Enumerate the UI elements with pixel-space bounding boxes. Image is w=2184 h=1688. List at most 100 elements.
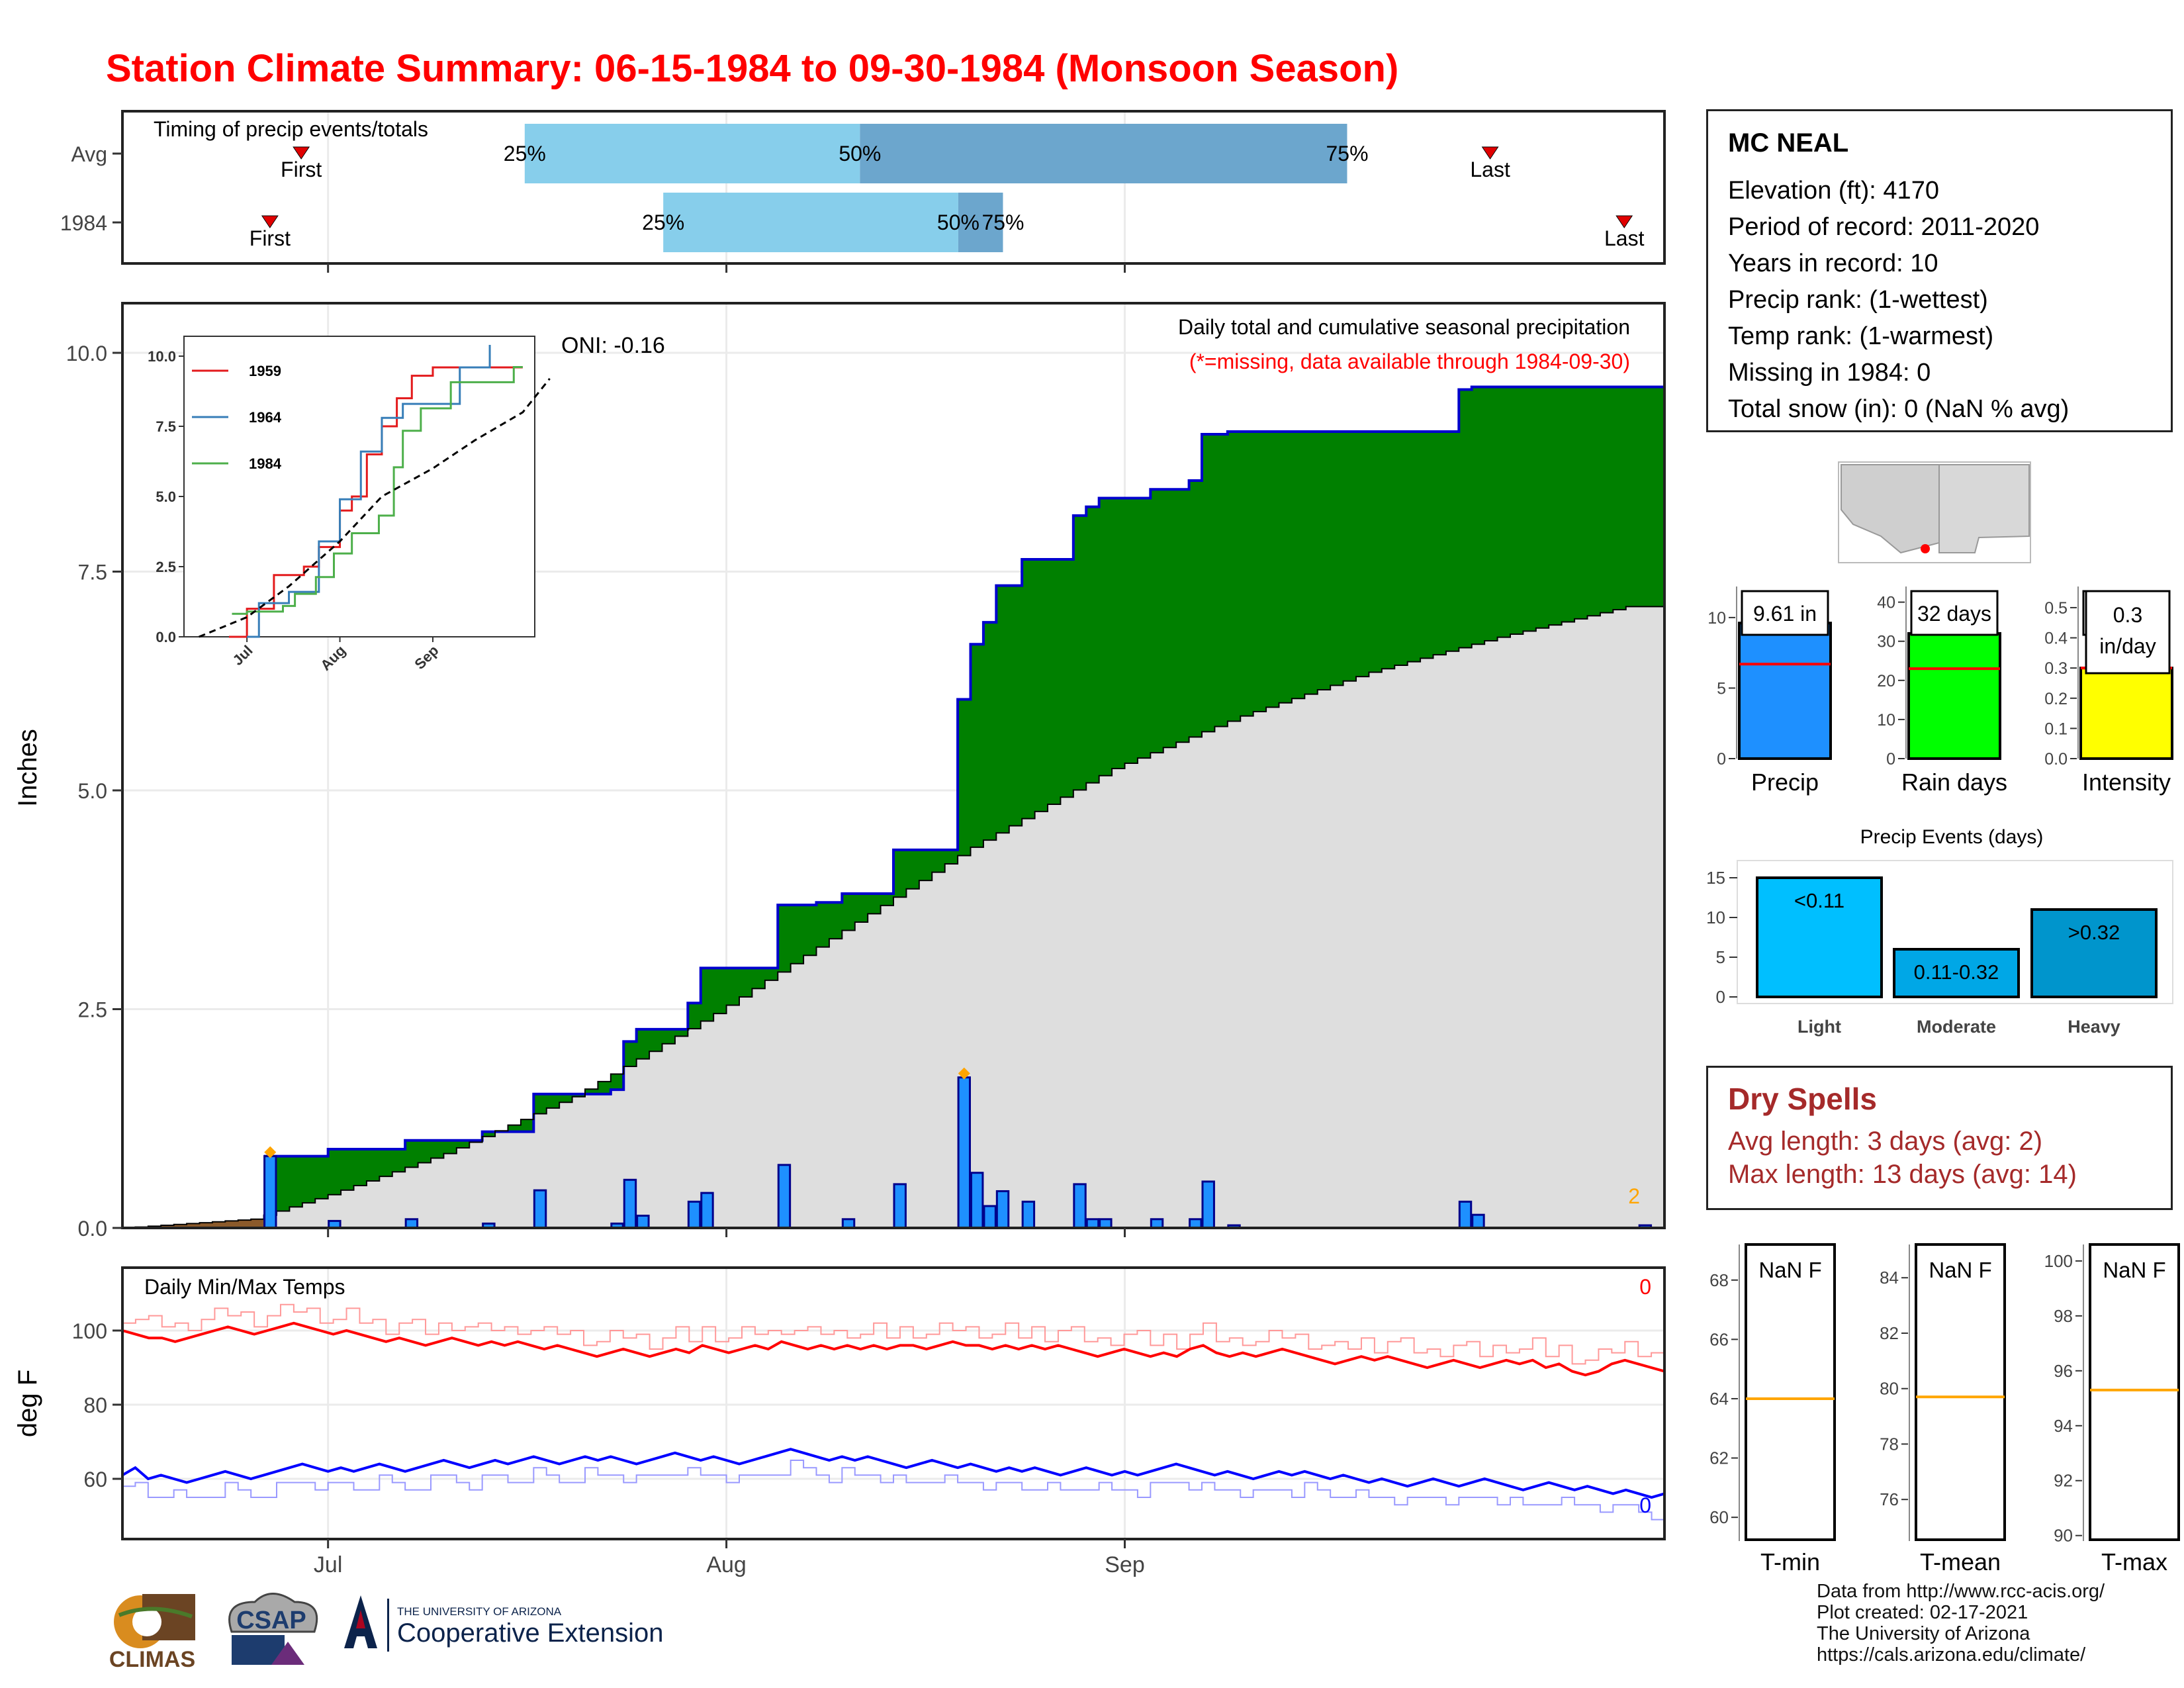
first-label: First (281, 158, 322, 181)
events-y-tick: 5 (1716, 947, 1725, 967)
timing-row-label: 1984 (60, 211, 107, 235)
daily-precip-bar (777, 1164, 792, 1229)
missing-data-marker (958, 1067, 970, 1080)
mini-bar-y-tick: 40 (1877, 594, 1895, 612)
daily-precip-bar (623, 1178, 637, 1229)
credit-university: The University of Arizona (1817, 1623, 2030, 1644)
events-category-label: Light (1797, 1017, 1841, 1037)
daily-precip-bar (687, 1200, 702, 1229)
surplus-area (263, 387, 1665, 1215)
daily-precip-bar (482, 1222, 496, 1229)
mini-bar-y-tick: 0.5 (2044, 599, 2068, 618)
temp-box-y-tick: 96 (2054, 1361, 2073, 1381)
station-location-dot (1921, 544, 1930, 553)
timing-title: Timing of precip events/totals (154, 117, 428, 141)
inset-series-1959 (228, 366, 523, 638)
dry-avg-length: Avg length: 3 days (avg: 2) (1728, 1127, 2043, 1156)
temp-box-frame (1915, 1243, 2006, 1541)
temp-box-value: NaN F (1929, 1258, 1991, 1282)
mini-bar-y-tick: 10 (1877, 711, 1895, 729)
temp-box-frame (2089, 1243, 2180, 1541)
temp-box-y-tick: 90 (2054, 1526, 2073, 1546)
events-category-label: Heavy (2068, 1017, 2120, 1037)
deficit-area (122, 1215, 277, 1228)
first-label: First (250, 226, 291, 250)
timing-pct-label: 25% (642, 211, 684, 234)
mini-bar-label: Precip (1751, 769, 1819, 796)
main-y-tick-label: 5.0 (78, 779, 107, 803)
mini-bar-y-tick: 0 (1717, 750, 1726, 769)
credit-data-source: Data from http://www.rcc-acis.org/ (1817, 1581, 2105, 1602)
events-bar-label: >0.32 (2068, 921, 2120, 944)
inset-y-tick-label: 2.5 (156, 559, 176, 575)
timing-pct-label: 50% (937, 211, 979, 234)
inset-x-tick-label: Aug (317, 642, 349, 674)
ua-logo: THE UNIVERSITY OF ARIZONA Cooperative Ex… (344, 1595, 663, 1652)
daily-precip-bar (1227, 1224, 1241, 1229)
mini-bar-label: Rain days (1901, 769, 2007, 796)
average-cumulative-line (122, 606, 1664, 1229)
timing-pct-label: 75% (1326, 142, 1368, 165)
mini-bar-y-tick: 5 (1717, 679, 1726, 698)
temp-box-label: T-max (2101, 1548, 2167, 1575)
inset-y-tick-label: 10.0 (148, 348, 176, 365)
dry-spells-box: Dry Spells Avg length: 3 days (avg: 2) M… (1706, 1066, 2173, 1210)
credit-url: https://cals.arizona.edu/climate/ (1817, 1644, 2086, 1665)
mini-bar-y-tick: 0 (1886, 750, 1895, 769)
daily-precip-bar (841, 1218, 856, 1229)
average-cumulative-area (122, 606, 1664, 1228)
temp-box-y-tick: 82 (1880, 1323, 1899, 1343)
timing-pct-label: 25% (504, 142, 546, 165)
inset-series-1984 (232, 366, 523, 615)
station-missing: Missing in 1984: 0 (1728, 359, 1931, 387)
station-snow: Total snow (in): 0 (NaN % avg) (1728, 395, 2070, 423)
inset-x-tick-label: Sep (411, 642, 441, 673)
climas-logo: CLIMAS (109, 1594, 195, 1672)
mini-bar-y-tick: 0.4 (2044, 630, 2068, 648)
temp-box-frame (1745, 1243, 1836, 1541)
events-y-tick: 15 (1706, 868, 1725, 888)
credits: Data from http://www.rcc-acis.org/ Plot … (1817, 1581, 2105, 1665)
daily-precip-bar (328, 1219, 341, 1229)
timing-bar-lower (663, 193, 958, 252)
temp-box-y-tick: 68 (1709, 1270, 1729, 1290)
mini-bar-value-label: 0.3 (2113, 603, 2142, 627)
temp-box-y-tick: 80 (1880, 1379, 1899, 1399)
events-title: Precip Events (days) (1860, 826, 2044, 848)
credit-plot-date: Plot created: 02-17-2021 (1817, 1602, 2028, 1623)
temp-x-tick-label: Sep (1105, 1552, 1145, 1577)
daily-precip-bar (700, 1192, 714, 1229)
daily-precip-bar (970, 1172, 984, 1229)
mini-bar-intensity (2079, 667, 2173, 760)
daily-precip-bar (533, 1189, 547, 1229)
csap-logo: CSAP (228, 1593, 318, 1665)
dry-spells-title: Dry Spells (1728, 1082, 1877, 1116)
station-elevation: Elevation (ft): 4170 (1728, 177, 1939, 205)
svg-text:THE UNIVERSITY OF ARIZONA: THE UNIVERSITY OF ARIZONA (397, 1605, 562, 1618)
daily-precip-bar (263, 1155, 277, 1229)
timing-bar-upper (958, 193, 1003, 252)
events-bar-label: 0.11-0.32 (1914, 961, 1999, 984)
events-bar-moderate (1893, 948, 2020, 998)
temp-box-y-tick: 92 (2054, 1471, 2073, 1491)
mini-bar-y-tick: 30 (1877, 633, 1895, 651)
station-period: Period of record: 2011-2020 (1728, 213, 2040, 241)
daily-precip-bar (1201, 1180, 1215, 1229)
mini-bar-y-tick: 0.3 (2044, 659, 2068, 678)
temp-panel-frame (121, 1266, 1666, 1540)
daily-precip-bar (1099, 1218, 1113, 1229)
locator-map (1838, 461, 2031, 563)
timing-pct-label: 50% (839, 142, 881, 165)
daily-precip-bar (610, 1222, 624, 1229)
daily-precip-bar (1458, 1200, 1473, 1229)
last-marker (1615, 215, 1633, 228)
first-marker (261, 215, 279, 228)
inset-frame (183, 336, 535, 637)
main-y-tick-label: 2.5 (78, 998, 107, 1022)
inset-legend-label: 1984 (249, 455, 282, 472)
daily-precip-bar (957, 1076, 972, 1229)
temp-box-value: NaN F (1758, 1258, 1821, 1282)
main-y-tick-label: 10.0 (66, 342, 107, 365)
timing-row-label: Avg (71, 142, 107, 166)
svg-text:CLIMAS: CLIMAS (109, 1647, 195, 1672)
